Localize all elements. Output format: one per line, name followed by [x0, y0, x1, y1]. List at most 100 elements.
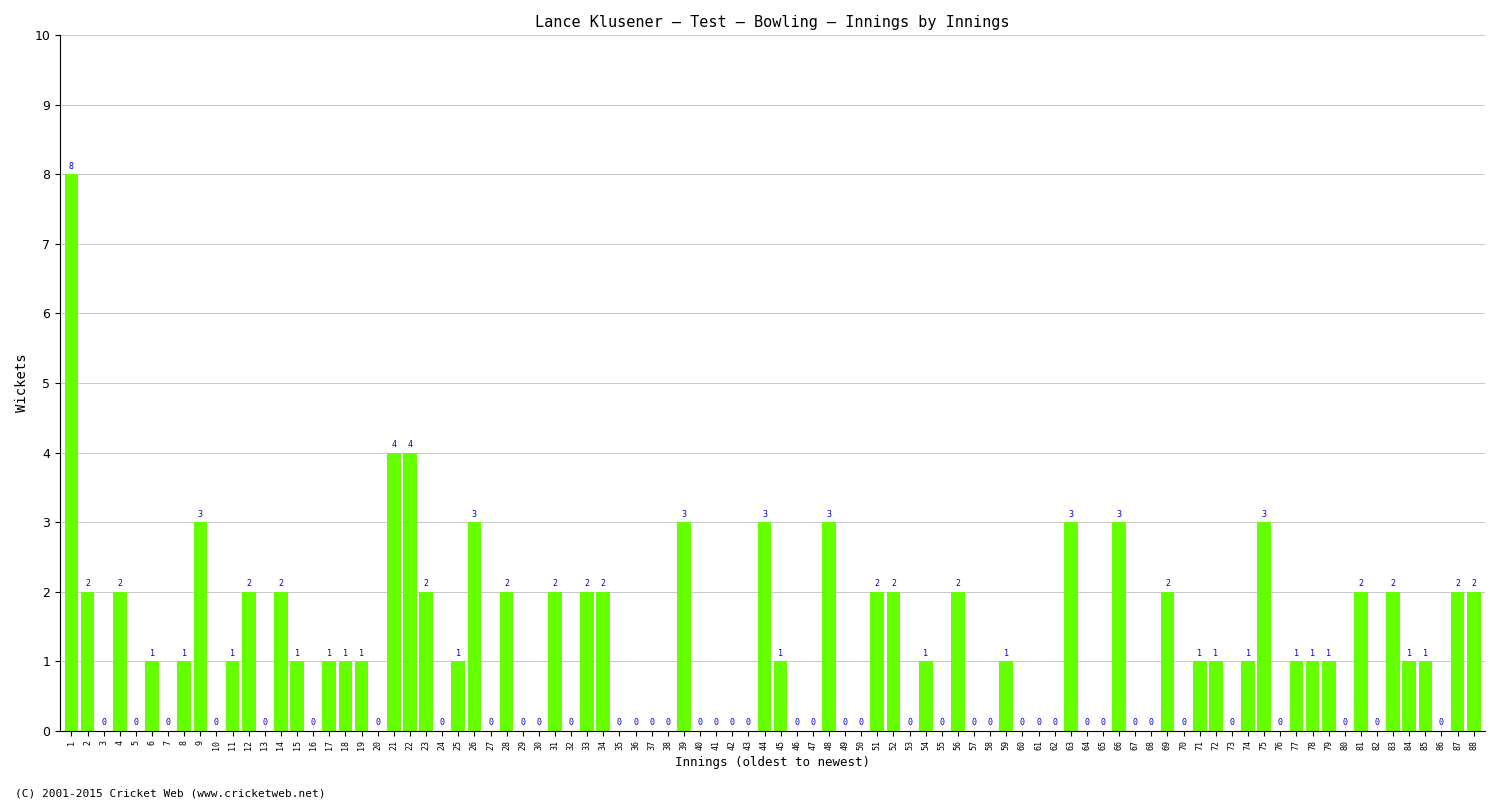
Text: 0: 0 [1101, 718, 1106, 727]
Text: 1: 1 [778, 649, 783, 658]
Text: 1: 1 [150, 649, 154, 658]
Text: 0: 0 [262, 718, 267, 727]
Text: 2: 2 [504, 579, 509, 588]
Bar [1386, 592, 1400, 730]
Bar [1305, 661, 1320, 730]
Text: 1: 1 [1326, 649, 1330, 658]
Text: 2: 2 [1455, 579, 1460, 588]
Text: 2: 2 [891, 579, 896, 588]
Bar [226, 661, 240, 730]
Text: 0: 0 [1374, 718, 1380, 727]
Text: 8: 8 [69, 162, 74, 171]
Bar [1290, 661, 1304, 730]
Bar [452, 661, 465, 730]
Bar [822, 522, 836, 730]
Text: 3: 3 [1116, 510, 1122, 518]
Bar [1064, 522, 1077, 730]
Text: 0: 0 [795, 718, 800, 727]
Bar [322, 661, 336, 730]
Text: 2: 2 [246, 579, 250, 588]
Text: 0: 0 [616, 718, 622, 727]
Text: 0: 0 [810, 718, 816, 727]
Bar [1192, 661, 1206, 730]
Text: 0: 0 [730, 718, 735, 727]
Text: 1: 1 [1197, 649, 1202, 658]
Text: 1: 1 [456, 649, 460, 658]
Bar [758, 522, 771, 730]
Text: 0: 0 [1084, 718, 1089, 727]
Bar [274, 592, 288, 730]
Title: Lance Klusener – Test – Bowling – Innings by Innings: Lance Klusener – Test – Bowling – Inning… [536, 15, 1010, 30]
Bar [1161, 592, 1174, 730]
Bar [194, 522, 207, 730]
Bar [886, 592, 900, 730]
Text: 1: 1 [182, 649, 188, 658]
Text: 0: 0 [1149, 718, 1154, 727]
Text: 1: 1 [1245, 649, 1251, 658]
Text: 0: 0 [843, 718, 848, 727]
Bar [500, 592, 513, 730]
Text: 1: 1 [344, 649, 348, 658]
Text: 0: 0 [714, 718, 718, 727]
Text: 3: 3 [681, 510, 687, 518]
Bar [1240, 661, 1256, 730]
Bar [146, 661, 159, 730]
Bar [1467, 592, 1480, 730]
Text: 0: 0 [1052, 718, 1058, 727]
Bar [339, 661, 352, 730]
Bar [951, 592, 964, 730]
Bar [920, 661, 933, 730]
Text: 1: 1 [922, 649, 928, 658]
Text: 2: 2 [1359, 579, 1364, 588]
Text: 0: 0 [1180, 718, 1186, 727]
Bar [387, 453, 400, 730]
Text: 4: 4 [408, 440, 413, 449]
Text: 3: 3 [472, 510, 477, 518]
Text: 0: 0 [633, 718, 638, 727]
Bar [676, 522, 692, 730]
Text: 0: 0 [1342, 718, 1347, 727]
Text: 0: 0 [488, 718, 494, 727]
Text: 0: 0 [165, 718, 171, 727]
Bar [242, 592, 255, 730]
Text: 1: 1 [1424, 649, 1428, 658]
Text: 0: 0 [1438, 718, 1444, 727]
Bar [112, 592, 126, 730]
Text: 0: 0 [520, 718, 525, 727]
Text: 0: 0 [440, 718, 444, 727]
Text: 2: 2 [956, 579, 960, 588]
Text: 0: 0 [568, 718, 573, 727]
Bar [999, 661, 1012, 730]
Text: 1: 1 [230, 649, 236, 658]
Bar [81, 592, 94, 730]
Bar [64, 174, 78, 730]
Bar [1322, 661, 1335, 730]
Bar [1402, 661, 1416, 730]
Text: 1: 1 [294, 649, 300, 658]
Text: 2: 2 [117, 579, 123, 588]
Text: 0: 0 [972, 718, 976, 727]
Text: 2: 2 [585, 579, 590, 588]
Text: 0: 0 [134, 718, 138, 727]
Text: 2: 2 [279, 579, 284, 588]
Text: 1: 1 [1214, 649, 1218, 658]
Text: 1: 1 [327, 649, 332, 658]
Text: 0: 0 [1132, 718, 1137, 727]
Y-axis label: Wickets: Wickets [15, 354, 28, 412]
Text: 3: 3 [827, 510, 831, 518]
Text: 3: 3 [1068, 510, 1074, 518]
Bar [597, 592, 610, 730]
Text: 0: 0 [666, 718, 670, 727]
Bar [870, 592, 883, 730]
Text: 2: 2 [86, 579, 90, 588]
Text: 0: 0 [650, 718, 654, 727]
Text: 0: 0 [1020, 718, 1025, 727]
Text: 0: 0 [100, 718, 106, 727]
Bar [1450, 592, 1464, 730]
Text: 2: 2 [1472, 579, 1476, 588]
Bar [177, 661, 190, 730]
Text: 1: 1 [1310, 649, 1316, 658]
Bar [1257, 522, 1270, 730]
Bar [468, 522, 482, 730]
Bar [580, 592, 594, 730]
